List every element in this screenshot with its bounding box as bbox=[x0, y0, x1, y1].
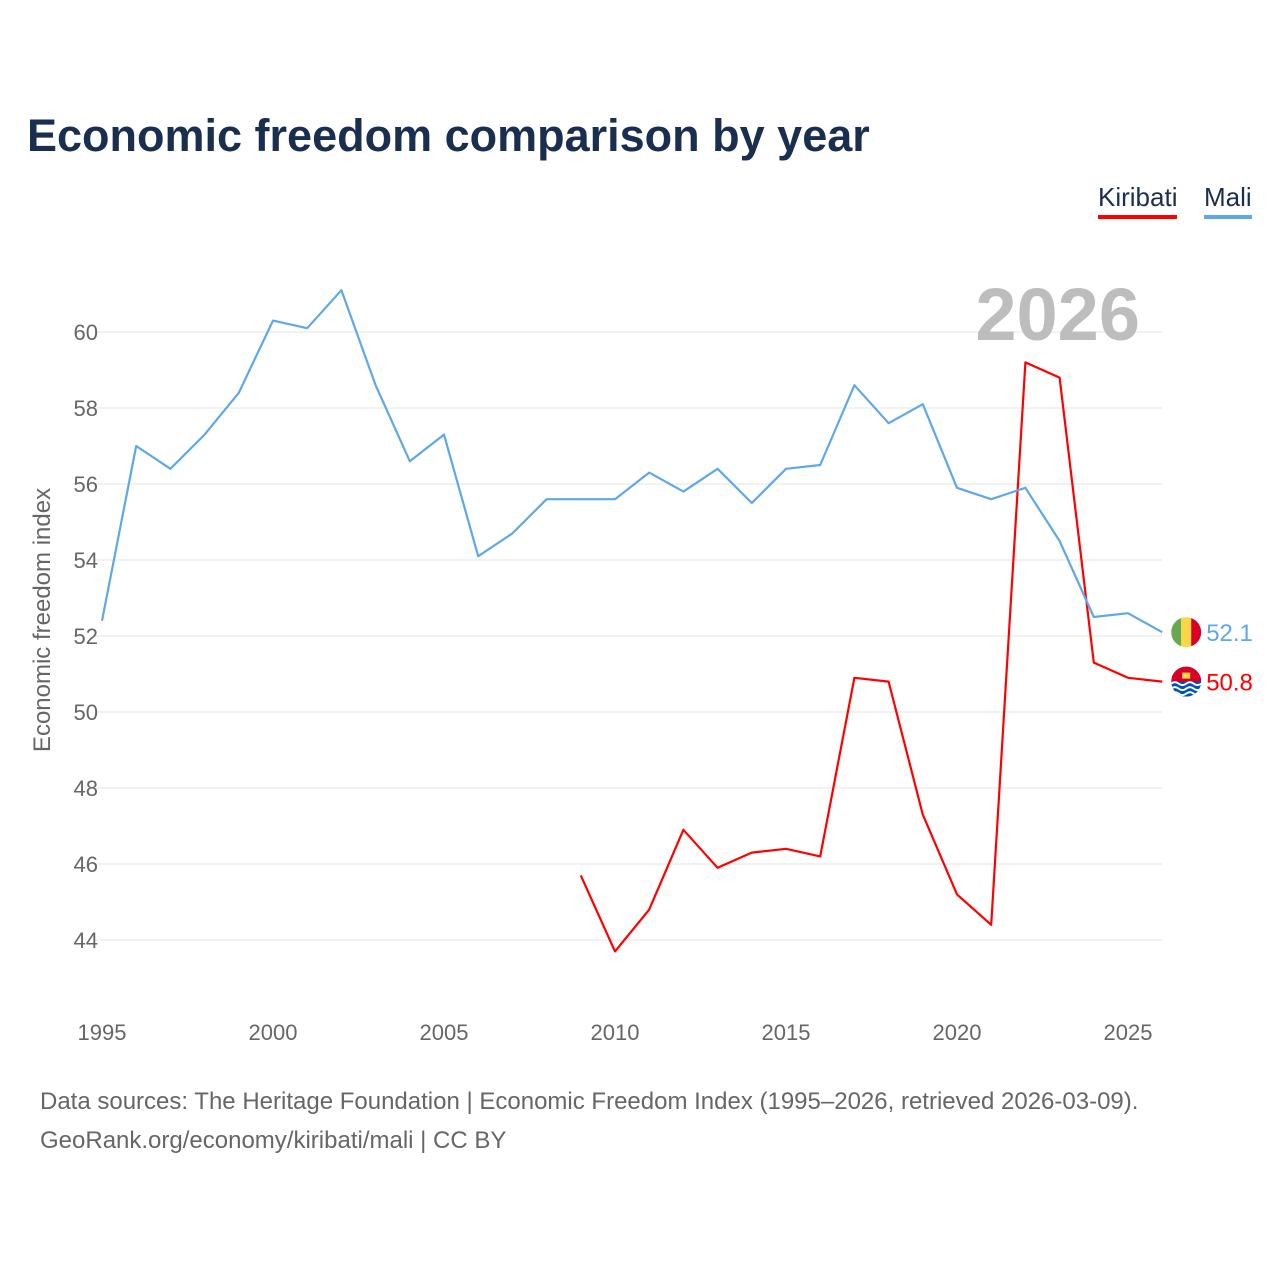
chart-title: Economic freedom comparison by year bbox=[27, 110, 870, 161]
y-tick-label: 50 bbox=[74, 700, 98, 725]
y-tick-label: 48 bbox=[74, 776, 98, 801]
y-tick-label: 58 bbox=[74, 396, 98, 421]
end-value-label-kiribati: 50.8 bbox=[1206, 670, 1253, 697]
x-tick-label: 2025 bbox=[1104, 1020, 1153, 1045]
mali-flag-icon bbox=[1171, 617, 1202, 648]
y-tick-label: 44 bbox=[74, 928, 98, 953]
y-axis-label: Economic freedom index bbox=[29, 488, 56, 752]
x-tick-label: 2005 bbox=[420, 1020, 469, 1045]
y-tick-label: 54 bbox=[74, 548, 98, 573]
footer-sources: Data sources: The Heritage Foundation | … bbox=[40, 1088, 1139, 1115]
y-tick-label: 52 bbox=[74, 624, 98, 649]
x-tick-label: 1995 bbox=[78, 1020, 127, 1045]
footer-credit: GeoRank.org/economy/kiribati/mali | CC B… bbox=[40, 1127, 507, 1154]
current-year-label: 2026 bbox=[975, 273, 1140, 356]
kiribati-flag-icon bbox=[1171, 666, 1202, 697]
x-tick-label: 2015 bbox=[762, 1020, 811, 1045]
legend-item-mali[interactable]: Mali bbox=[1204, 182, 1252, 219]
series-line-kiribati bbox=[579, 361, 1163, 953]
y-tick-label: 46 bbox=[74, 852, 98, 877]
series-line-mali bbox=[100, 289, 1163, 634]
x-tick-label: 2010 bbox=[591, 1020, 640, 1045]
legend-item-kiribati[interactable]: Kiribati bbox=[1098, 182, 1178, 219]
end-value-label-mali: 52.1 bbox=[1206, 620, 1253, 647]
x-tick-label: 2020 bbox=[933, 1020, 982, 1045]
y-tick-label: 56 bbox=[74, 472, 98, 497]
y-tick-label: 60 bbox=[74, 320, 98, 345]
x-tick-label: 2000 bbox=[249, 1020, 298, 1045]
